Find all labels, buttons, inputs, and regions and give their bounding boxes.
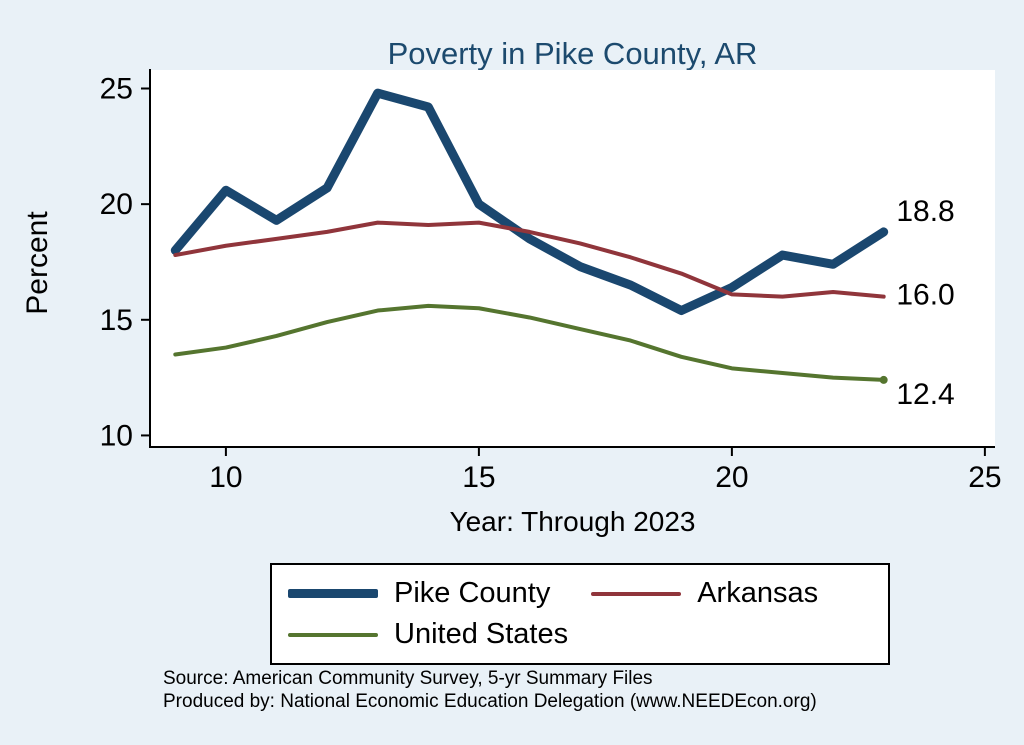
legend-entry-arkansas: Arkansas [591,577,872,610]
series-end-dot [879,375,888,384]
x-tick-label: 15 [462,461,495,494]
y-tick-label: 25 [100,73,133,106]
legend-label-united-states: United States [394,618,569,650]
source-notes: Source: American Community Survey, 5-yr … [163,667,817,713]
y-tick-label: 15 [100,304,133,337]
plot-area: 10 15 20 25 10 15 20 25 18.8 16.0 12.4 [100,69,1002,494]
legend-label-arkansas: Arkansas [697,577,819,609]
x-tick-label: 25 [968,461,1001,494]
x-tick-label: 20 [715,461,748,494]
legend-entry-united-states: United States [288,618,591,651]
chart-title: Poverty in Pike County, AR [387,36,758,71]
y-tick-label: 20 [100,188,133,221]
pike-county-line-swatch [288,589,378,598]
series-line-pike-county [170,88,889,316]
end-value-label: 18.8 [896,195,954,228]
end-value-label: 16.0 [896,278,954,311]
legend-entry-pike-county: Pike County [288,577,591,610]
end-value-label: 12.4 [896,378,954,411]
series-line-arkansas [173,220,886,299]
legend: Pike County Arkansas United States [270,563,890,665]
produced-by-line: Produced by: National Economic Education… [163,691,817,712]
legend-label-pike-county: Pike County [394,577,551,609]
y-tick-label: 10 [100,419,133,452]
arkansas-line-swatch [591,591,682,596]
x-axis-label: Year: Through 2023 [449,506,696,537]
x-tick-label: 10 [209,461,242,494]
united-states-line-swatch [288,632,378,637]
series-line-united-states [173,303,886,382]
source-line: Source: American Community Survey, 5-yr … [163,668,653,689]
